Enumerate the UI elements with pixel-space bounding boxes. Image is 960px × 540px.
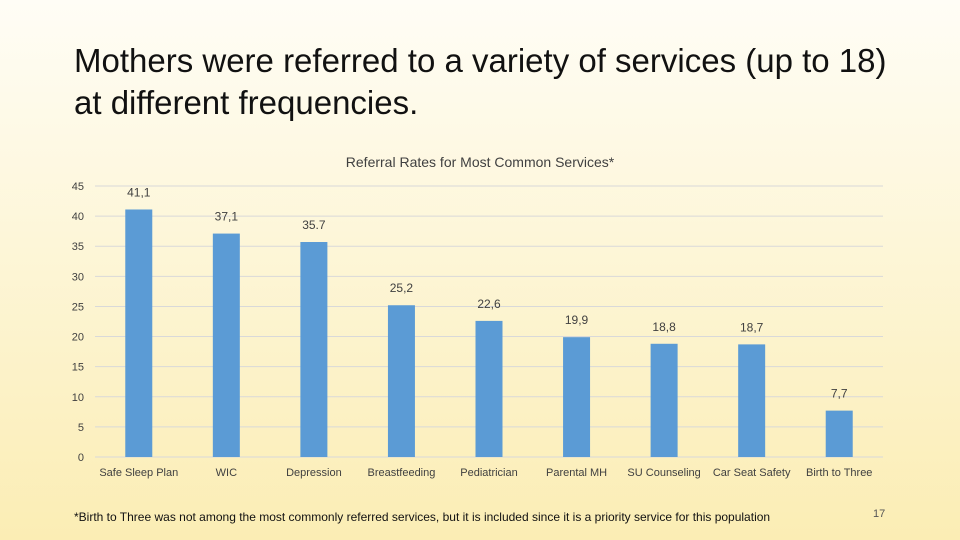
data-label: 35.7 <box>302 218 326 232</box>
page-number: 17 <box>873 508 886 520</box>
x-axis-labels: Safe Sleep Plan WIC Depression Breastfeedin… <box>99 467 872 479</box>
y-axis-ticks: 0 5 10 15 20 25 30 35 40 45 <box>72 181 84 464</box>
data-label: 18,8 <box>652 320 676 334</box>
bar <box>475 320 503 457</box>
chart-title: Referral Rates for Most Common Services* <box>346 154 615 170</box>
data-label: 37,1 <box>215 210 239 224</box>
bars <box>125 209 853 457</box>
data-label: 18,7 <box>740 320 764 334</box>
y-tick-label: 30 <box>72 271 84 283</box>
x-tick-label: SU Counseling <box>627 467 700 479</box>
data-label: 25,2 <box>390 281 414 295</box>
y-tick-label: 15 <box>72 362 84 374</box>
y-tick-label: 0 <box>78 452 84 464</box>
data-label: 22,6 <box>477 297 501 311</box>
bar <box>300 242 328 457</box>
x-tick-label: WIC <box>216 467 237 479</box>
bar <box>650 343 678 457</box>
footnote: *Birth to Three was not among the most c… <box>74 510 771 524</box>
x-tick-label: Pediatrician <box>460 467 517 479</box>
x-tick-label: Car Seat Safety <box>713 467 791 479</box>
y-tick-label: 5 <box>78 422 84 434</box>
bar <box>212 233 240 457</box>
bar <box>825 410 853 457</box>
y-tick-label: 45 <box>72 181 84 193</box>
data-label: 41,1 <box>127 185 151 199</box>
x-tick-label: Breastfeeding <box>367 467 435 479</box>
data-label: 7,7 <box>831 387 848 401</box>
y-tick-label: 20 <box>72 332 84 344</box>
data-labels: 41,1 37,1 35.7 25,2 22,6 19,9 18,8 18,7 7,7 <box>127 185 848 400</box>
x-tick-label: Birth to Three <box>806 467 872 479</box>
bar <box>738 344 766 457</box>
bar <box>387 305 415 457</box>
y-tick-label: 35 <box>72 241 84 253</box>
y-tick-label: 25 <box>72 301 84 313</box>
x-tick-label: Depression <box>286 467 342 479</box>
y-tick-label: 10 <box>72 392 84 404</box>
x-tick-label: Parental MH <box>546 467 607 479</box>
bar <box>563 337 591 457</box>
bar <box>125 209 153 457</box>
slide-title: Mothers were referred to a variety of se… <box>74 42 887 121</box>
x-tick-label: Safe Sleep Plan <box>99 467 178 479</box>
y-tick-label: 40 <box>72 211 84 223</box>
data-label: 19,9 <box>565 313 589 327</box>
